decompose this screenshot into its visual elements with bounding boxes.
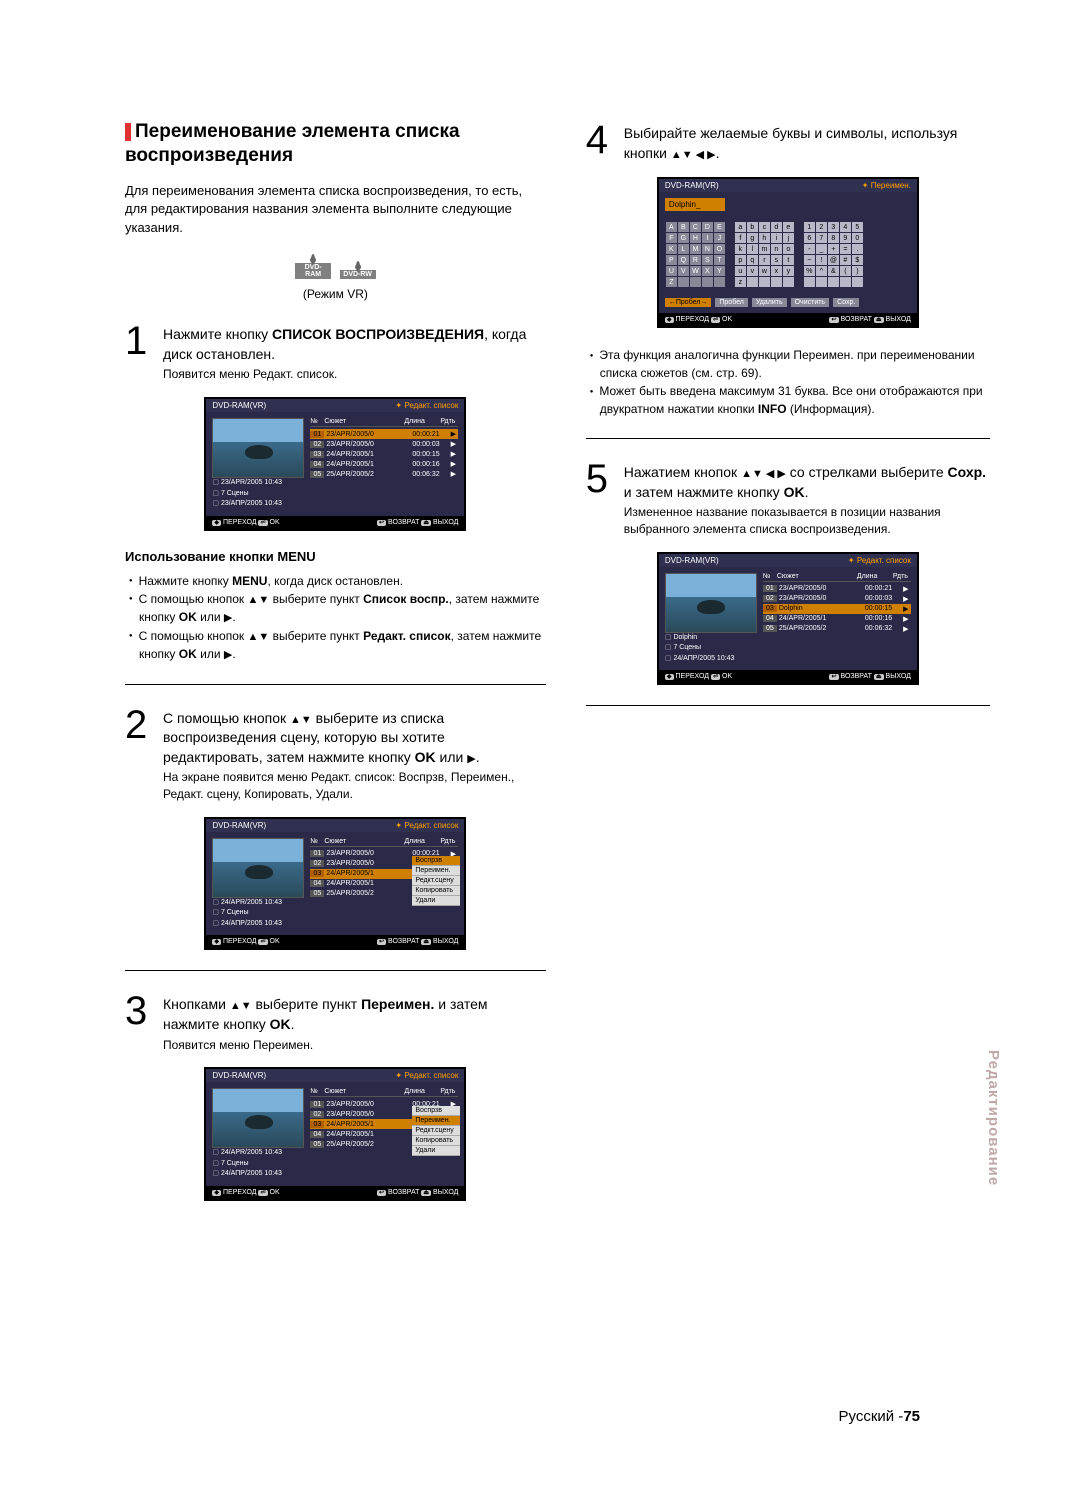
screenshot-keyboard: DVD-RAM(VR)✦ Переимен. Dolphin_ ABCDEFGH… <box>657 177 919 328</box>
screenshot-5: DVD-RAM(VR)✦ Редакт. список Dolphin 7 Сц… <box>657 552 919 686</box>
red-bar-icon <box>125 123 131 141</box>
step-4-text: Выбирайте желаемые буквы и символы, испо… <box>624 124 990 163</box>
step-4-notes: Эта функция аналогична функции Переимен.… <box>586 346 990 418</box>
screenshot-3: DVD-RAM(VR)✦ Редакт. список 24/APR/2005 … <box>204 1067 466 1201</box>
rename-field: Dolphin_ <box>665 198 725 211</box>
menu-subhead: Использование кнопки MENU <box>125 549 546 564</box>
thumbnail-icon <box>212 1088 304 1148</box>
note-1: Эта функция аналогична функции Переимен.… <box>600 346 990 382</box>
menu-item-3: С помощью кнопок ▲▼ выберите пункт Редак… <box>139 627 546 664</box>
disc-rw-icon: DVD-RW <box>340 263 376 279</box>
keyboard-buttons: ←Пробел→ПробелУдалитьОчиститьСохр. <box>665 298 911 307</box>
menu-item-1: Нажмите кнопку MENU, когда диск остановл… <box>139 572 546 590</box>
title-text: Переименование элемента списка воспроизв… <box>125 121 460 166</box>
separator <box>125 970 546 971</box>
thumbnail-icon <box>665 573 757 633</box>
step-number: 5 <box>586 459 614 538</box>
step-5-sub: Измененное название показывается в позиц… <box>624 504 990 538</box>
step-5: 5 Нажатием кнопок ▲▼ ◀ ▶ со стрелками вы… <box>586 459 990 538</box>
step-1-text: Нажмите кнопку СПИСОК ВОСПРОИЗВЕДЕНИЯ, к… <box>163 325 546 364</box>
step-4: 4 Выбирайте желаемые буквы и символы, ис… <box>586 120 990 163</box>
screenshot-1: DVD-RAM(VR)✦ Редакт. список 23/APR/2005 … <box>204 397 466 531</box>
step-2-sub: На экране появится меню Редакт. список: … <box>163 769 546 803</box>
mode-caption: (Режим VR) <box>125 287 546 301</box>
intro-text: Для переименования элемента списка воспр… <box>125 182 546 239</box>
step-5-text: Нажатием кнопок ▲▼ ◀ ▶ со стрелками выбе… <box>624 463 990 502</box>
thumbnail-icon <box>212 838 304 898</box>
ss1-meta: 23/APR/2005 10:43 7 Сцены 23/АПР/2005 10… <box>212 478 304 510</box>
step-3-sub: Появится меню Переимен. <box>163 1037 546 1054</box>
separator <box>586 705 990 706</box>
separator <box>586 438 990 439</box>
note-2: Может быть введена максимум 31 буква. Вс… <box>600 382 990 418</box>
thumbnail-icon <box>212 418 304 478</box>
menu-item-2: С помощью кнопок ▲▼ выберите пункт Списо… <box>139 590 546 627</box>
context-menu: ВоспрзвПереимен.Редкт.сценуКопироватьУда… <box>412 1106 460 1156</box>
screenshot-2: DVD-RAM(VR)✦ Редакт. список 24/APR/2005 … <box>204 817 466 951</box>
context-menu: ВоспрзвПереимен.Редкт.сценуКопироватьУда… <box>412 856 460 906</box>
step-number: 1 <box>125 321 153 383</box>
section-title: Переименование элемента списка воспроизв… <box>125 120 546 168</box>
page-footer: Русский -75 <box>838 1408 920 1425</box>
step-number: 4 <box>586 120 614 163</box>
step-3-text: Кнопками ▲▼ выберите пункт Переимен. и з… <box>163 995 546 1034</box>
step-number: 2 <box>125 705 153 803</box>
menu-instructions: Нажмите кнопку MENU, когда диск остановл… <box>125 572 546 664</box>
step-3: 3 Кнопками ▲▼ выберите пункт Переимен. и… <box>125 991 546 1053</box>
step-number: 3 <box>125 991 153 1053</box>
step-2: 2 С помощью кнопок ▲▼ выберите из списка… <box>125 705 546 803</box>
side-tab: Редактирование <box>985 1050 1002 1186</box>
separator <box>125 684 546 685</box>
step-2-text: С помощью кнопок ▲▼ выберите из списка в… <box>163 709 546 768</box>
step-1-sub: Появится меню Редакт. список. <box>163 366 546 383</box>
disc-ram-icon: DVD-RAM <box>295 256 331 279</box>
disc-icons: DVD-RAM DVD-RW <box>125 256 546 281</box>
step-1: 1 Нажмите кнопку СПИСОК ВОСПРОИЗВЕДЕНИЯ,… <box>125 321 546 383</box>
